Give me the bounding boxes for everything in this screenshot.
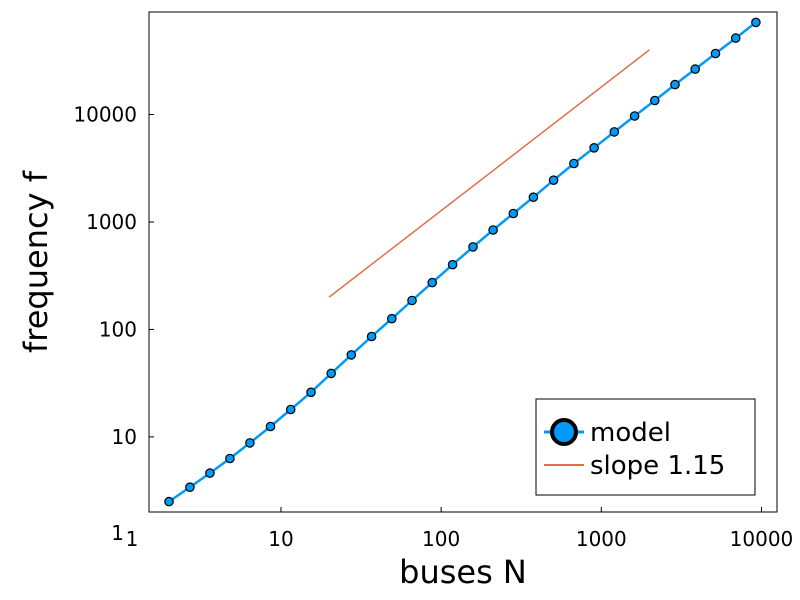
model-point (164, 496, 174, 507)
model-point (569, 158, 579, 169)
model-point (710, 48, 721, 59)
slope-reference-line (328, 49, 650, 298)
model-point (447, 259, 458, 270)
x-axis-title: buses N (399, 553, 527, 591)
y-tick-label: 100 (99, 317, 137, 341)
model-point (468, 242, 478, 252)
model-point (185, 482, 195, 492)
x-tick-label: 100 (422, 527, 460, 551)
x-tick-label: 10000 (730, 527, 794, 551)
x-tick-label: 1000 (576, 527, 627, 551)
model-point (386, 313, 397, 324)
model-point (589, 143, 599, 153)
legend-slope-label: slope 1.15 (590, 451, 725, 481)
model-point (751, 17, 761, 28)
model-point (245, 438, 255, 448)
model-point (285, 404, 296, 415)
model-point (427, 277, 437, 288)
legend: model slope 1.15 (535, 398, 756, 496)
x-tick-label: 1 (126, 527, 139, 551)
y-tick-label: 1000 (86, 210, 137, 234)
model-point (265, 421, 276, 432)
model-point (670, 79, 680, 90)
legend-model-label: model (590, 418, 671, 448)
legend-model-marker (550, 418, 578, 446)
model-point (306, 387, 316, 398)
model-point (225, 453, 235, 464)
model-point (366, 331, 377, 342)
model-point (609, 127, 620, 137)
model-point (326, 368, 336, 379)
model-point (629, 111, 640, 121)
y-axis-title: frequency f (17, 170, 55, 353)
model-point (690, 64, 700, 74)
y-axis-ticks: 1 10 100 1000 10000 (73, 103, 154, 545)
y-tick-label: 10 (112, 425, 137, 449)
model-point (528, 192, 539, 202)
x-tick-label: 10 (268, 527, 293, 551)
y-tick-label: 1 (111, 521, 124, 545)
model-point (488, 225, 498, 235)
model-point (346, 350, 357, 360)
x-axis-ticks: 1 10 100 1000 10000 (126, 507, 794, 551)
model-point (649, 95, 660, 106)
model-point (548, 175, 559, 185)
model-point (508, 208, 519, 219)
model-point (730, 33, 741, 43)
model-point (407, 295, 417, 306)
y-tick-label: 10000 (73, 103, 137, 127)
series-layer (164, 17, 761, 507)
model-point (205, 468, 215, 478)
legend-box (535, 398, 756, 496)
